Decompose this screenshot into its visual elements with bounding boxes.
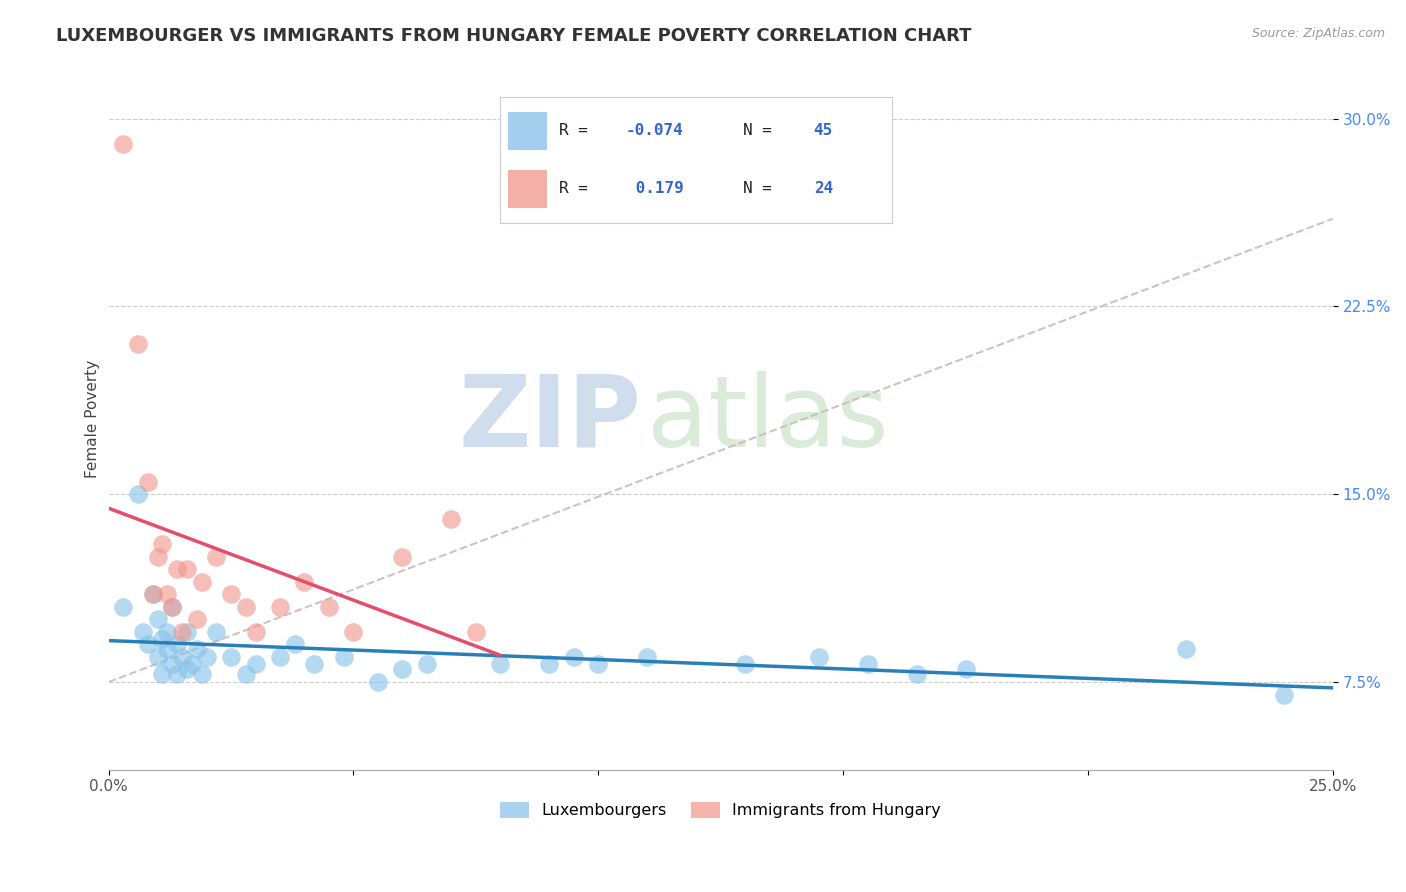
Text: ZIP: ZIP bbox=[458, 370, 641, 467]
Point bbox=[219, 587, 242, 601]
Text: Source: ZipAtlas.com: Source: ZipAtlas.com bbox=[1251, 27, 1385, 40]
Point bbox=[807, 650, 830, 665]
Point bbox=[172, 624, 194, 639]
Point bbox=[186, 642, 208, 657]
Point bbox=[136, 637, 159, 651]
Point bbox=[162, 599, 184, 614]
Point bbox=[190, 574, 212, 589]
Point bbox=[172, 650, 194, 665]
Point bbox=[166, 637, 188, 651]
Point bbox=[1174, 642, 1197, 657]
Point bbox=[538, 657, 561, 672]
Point bbox=[245, 624, 267, 639]
Point bbox=[127, 487, 149, 501]
Point bbox=[562, 650, 585, 665]
Point bbox=[166, 667, 188, 681]
Point bbox=[245, 657, 267, 672]
Point bbox=[205, 549, 228, 564]
Point bbox=[176, 624, 198, 639]
Legend: Luxembourgers, Immigrants from Hungary: Luxembourgers, Immigrants from Hungary bbox=[494, 796, 948, 825]
Point bbox=[1272, 688, 1295, 702]
Point bbox=[136, 475, 159, 489]
Point bbox=[332, 650, 354, 665]
Point bbox=[235, 667, 257, 681]
Point bbox=[112, 136, 135, 151]
Point bbox=[156, 624, 179, 639]
Point bbox=[166, 562, 188, 576]
Point bbox=[190, 667, 212, 681]
Point bbox=[318, 599, 340, 614]
Point bbox=[391, 549, 413, 564]
Point bbox=[112, 599, 135, 614]
Point bbox=[146, 612, 169, 626]
Point bbox=[152, 667, 174, 681]
Point bbox=[269, 650, 291, 665]
Point bbox=[464, 624, 486, 639]
Point bbox=[342, 624, 364, 639]
Point bbox=[186, 612, 208, 626]
Point bbox=[180, 657, 202, 672]
Point bbox=[142, 587, 165, 601]
Point bbox=[162, 657, 184, 672]
Point bbox=[304, 657, 326, 672]
Point bbox=[416, 657, 439, 672]
Point bbox=[152, 537, 174, 551]
Point bbox=[489, 657, 512, 672]
Point bbox=[132, 624, 155, 639]
Point bbox=[955, 663, 977, 677]
Point bbox=[367, 675, 389, 690]
Point bbox=[176, 663, 198, 677]
Point bbox=[440, 512, 463, 526]
Point bbox=[905, 667, 928, 681]
Point bbox=[156, 587, 179, 601]
Point bbox=[205, 624, 228, 639]
Point bbox=[856, 657, 879, 672]
Point bbox=[269, 599, 291, 614]
Point bbox=[162, 599, 184, 614]
Point bbox=[391, 663, 413, 677]
Point bbox=[156, 642, 179, 657]
Point bbox=[284, 637, 307, 651]
Point bbox=[176, 562, 198, 576]
Point bbox=[142, 587, 165, 601]
Text: atlas: atlas bbox=[647, 370, 889, 467]
Point bbox=[127, 337, 149, 351]
Point bbox=[734, 657, 756, 672]
Point bbox=[146, 549, 169, 564]
Point bbox=[195, 650, 218, 665]
Y-axis label: Female Poverty: Female Poverty bbox=[86, 360, 100, 478]
Point bbox=[636, 650, 658, 665]
Point bbox=[588, 657, 610, 672]
Point bbox=[152, 632, 174, 647]
Point bbox=[219, 650, 242, 665]
Point bbox=[294, 574, 316, 589]
Point bbox=[235, 599, 257, 614]
Text: LUXEMBOURGER VS IMMIGRANTS FROM HUNGARY FEMALE POVERTY CORRELATION CHART: LUXEMBOURGER VS IMMIGRANTS FROM HUNGARY … bbox=[56, 27, 972, 45]
Point bbox=[146, 650, 169, 665]
